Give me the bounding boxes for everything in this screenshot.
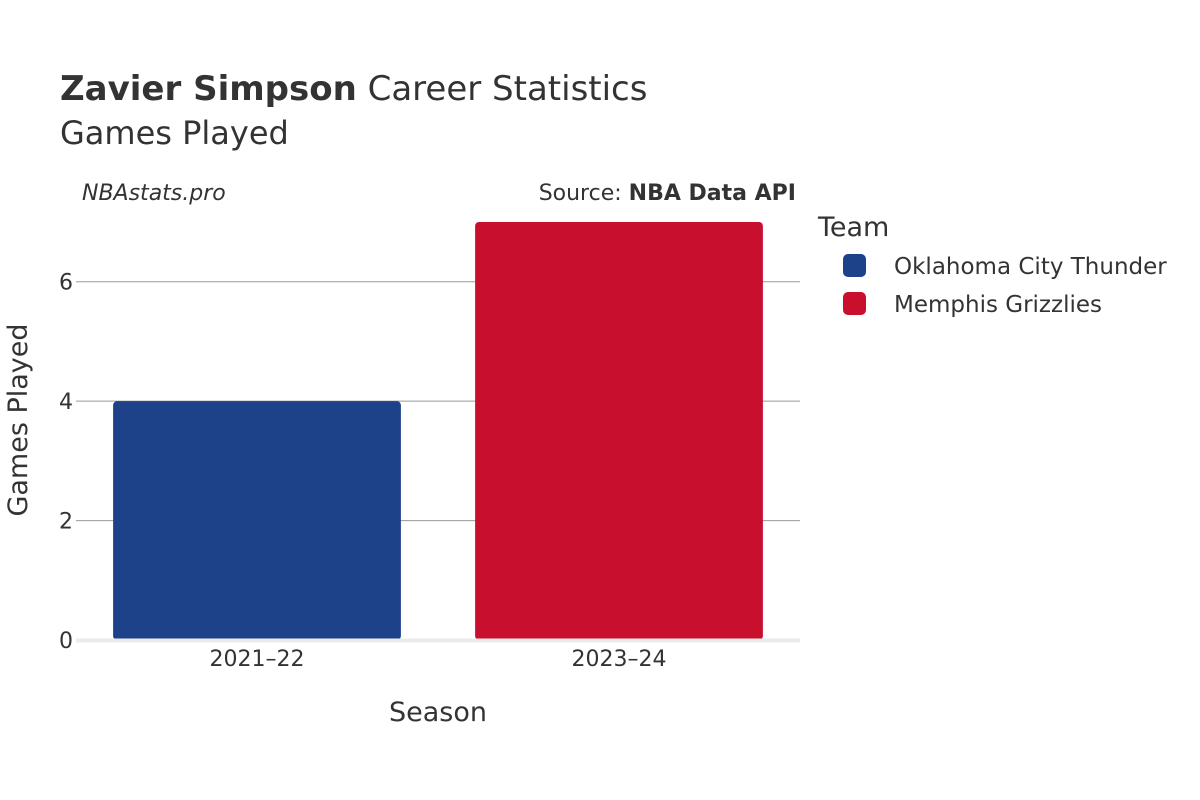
legend-swatch [843,254,866,277]
bar-2023–24 [475,222,763,640]
source-prefix: Source: [539,181,629,206]
source-name: NBA Data API [629,181,796,206]
watermark: NBAstats.pro [82,181,226,206]
y-tick-label: 4 [59,390,73,415]
x-tick-label: 2021–22 [210,647,305,672]
source-note: Source: NBA Data API [539,181,796,206]
legend-swatch [843,292,866,315]
title-rest: Career Statistics [368,69,648,109]
chart-title: Zavier Simpson Career Statistics [60,69,647,109]
y-tick-label: 6 [59,271,73,296]
y-tick-label: 2 [59,510,73,535]
x-tick-label: 2023–24 [572,647,667,672]
legend-label: Memphis Grizzlies [894,292,1102,318]
bars [113,222,763,640]
y-tick-labels: 0 2 4 6 [59,271,73,654]
y-axis-label: Games Played [3,323,34,516]
legend-title: Team [817,212,889,243]
x-axis-label: Season [389,697,487,728]
legend-label: Oklahoma City Thunder [894,254,1167,280]
player-name: Zavier Simpson [60,69,357,109]
chart-subtitle: Games Played [60,114,289,152]
legend: Oklahoma City Thunder Memphis Grizzlies [843,254,1167,318]
y-tick-label: 0 [59,629,73,654]
x-tick-labels: 2021–22 2023–24 [210,647,667,672]
bar-2021–22 [113,401,401,640]
